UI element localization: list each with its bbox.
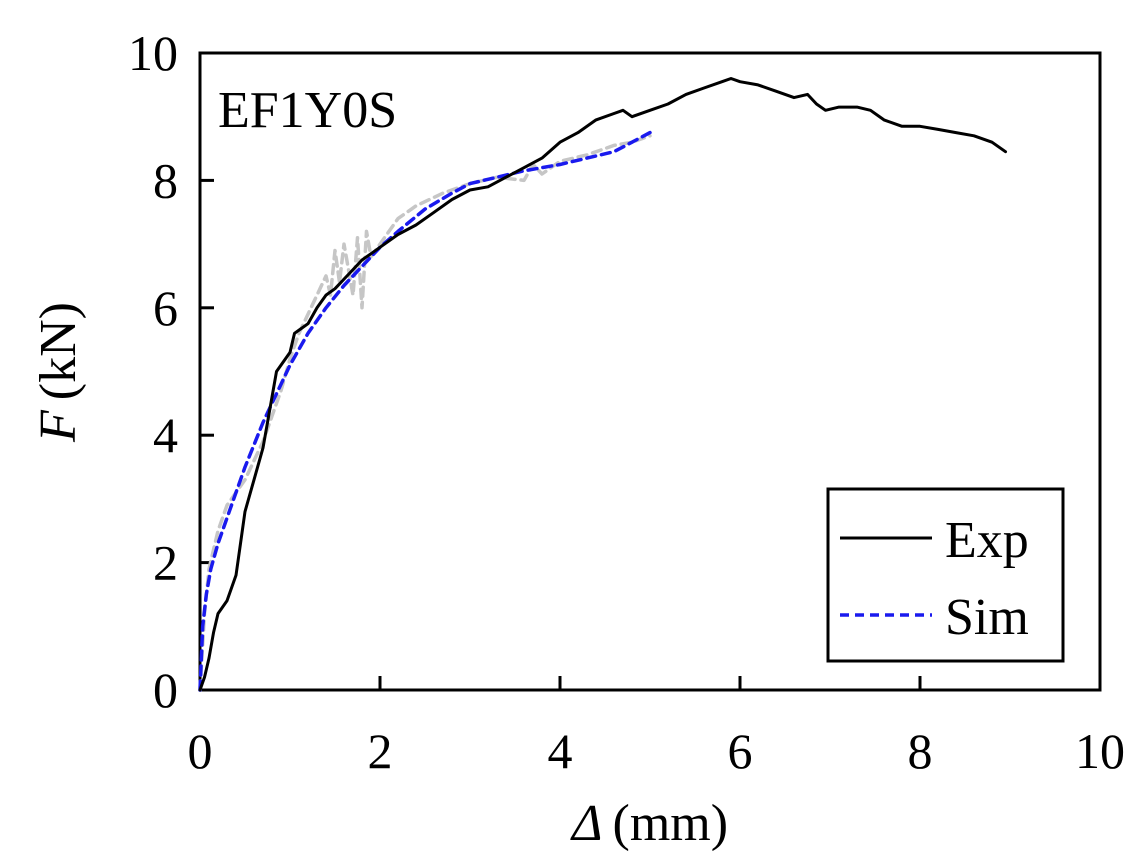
series-layer [198, 77, 1007, 692]
chart-annotation: EF1Y0S [218, 82, 397, 139]
y-tick-label: 4 [153, 407, 178, 463]
x-tick-label: 2 [368, 723, 393, 779]
y-tick-label: 0 [153, 662, 178, 718]
legend: Exp Sim [826, 487, 1065, 663]
x-axis-label: Δ (mm) [570, 795, 728, 852]
y-tick-label: 8 [153, 152, 178, 208]
series-line-exp [198, 77, 1007, 692]
x-tick-label: 10 [1075, 723, 1125, 779]
x-tick-label: 8 [908, 723, 933, 779]
series-line-reference [198, 134, 652, 692]
x-axis-symbol: Δ [570, 795, 603, 852]
x-tick-label: 4 [548, 723, 573, 779]
x-tick-label: 6 [728, 723, 753, 779]
y-axis-label: F (kN) [30, 302, 87, 443]
x-tick-label: 0 [188, 723, 213, 779]
y-tick-label: 6 [153, 280, 178, 336]
y-axis-unit: (kN) [30, 302, 87, 400]
y-tick-label: 10 [128, 25, 178, 81]
y-tick-label: 2 [153, 535, 178, 591]
series-line-sim [198, 130, 652, 692]
axis-ticks: 0 2 4 6 8 10 0 2 4 6 8 10 [128, 25, 1125, 779]
legend-label-sim: Sim [945, 589, 1029, 646]
legend-box [826, 487, 1065, 663]
y-axis-symbol: F [30, 409, 87, 443]
plot-frame [198, 51, 1102, 692]
legend-label-exp: Exp [945, 512, 1029, 569]
x-axis-unit: (mm) [613, 795, 729, 852]
